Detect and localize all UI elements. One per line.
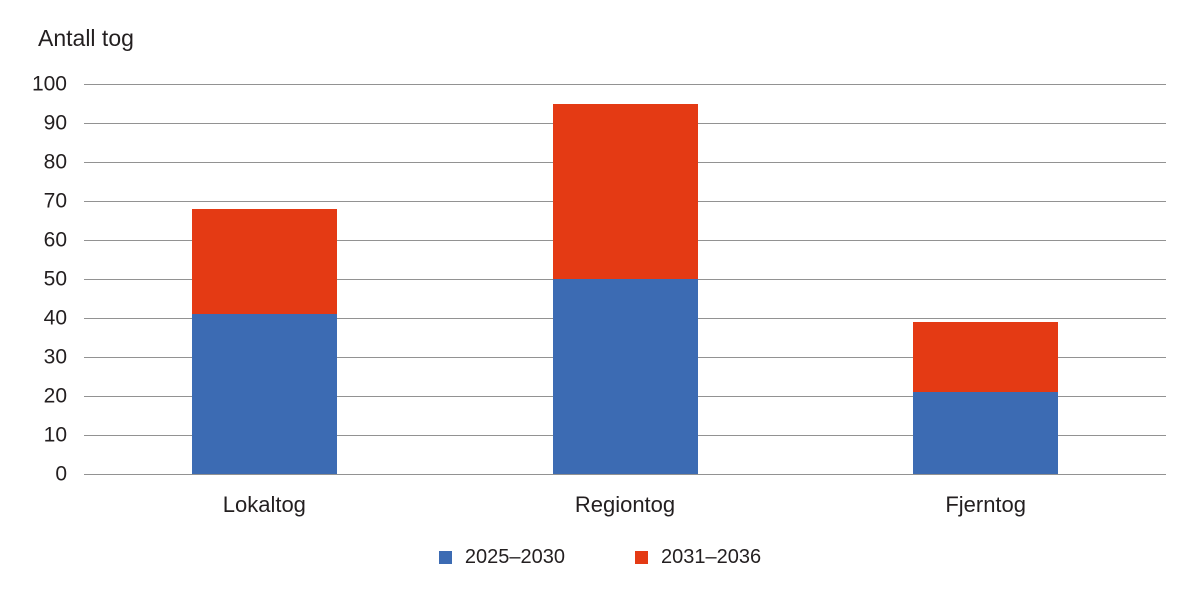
- legend-item-2025-2030: 2025–2030: [438, 546, 565, 569]
- bar-lokaltog-segment-2025–2030: [191, 314, 337, 474]
- y-tick-label-10: 10: [43, 423, 67, 447]
- bar-fjerntog: [913, 321, 1059, 474]
- gridline-100: [84, 83, 1166, 85]
- bar-lokaltog-segment-2031–2036: [191, 208, 337, 315]
- legend-swatch-blue-icon: [438, 551, 452, 564]
- bar-lokaltog: [191, 208, 337, 474]
- bar-regiontog-segment-2025–2030: [552, 279, 698, 474]
- bar-fjerntog-segment-2031–2036: [913, 321, 1059, 393]
- y-tick-label-90: 90: [43, 111, 67, 135]
- legend-swatch-red-icon: [635, 551, 648, 564]
- y-tick-label-60: 60: [43, 228, 67, 252]
- gridline-0: [84, 473, 1166, 475]
- legend-item-2031-2036: 2031–2036: [635, 546, 761, 569]
- y-tick-label-70: 70: [43, 189, 67, 213]
- y-axis-ticks: 0 10 20 30 40 50 60 70 80 90 100: [0, 74, 67, 485]
- y-tick-label-50: 50: [43, 267, 67, 291]
- y-tick-label-100: 100: [31, 72, 67, 96]
- y-tick-label-30: 30: [43, 345, 67, 369]
- plot-area: [84, 83, 1166, 475]
- legend-label-2031-2036: 2031–2036: [661, 546, 762, 568]
- x-axis-label-lokaltog: Lokaltog: [222, 492, 306, 517]
- legend-label-2025-2030: 2025–2030: [464, 546, 565, 568]
- y-tick-label-0: 0: [55, 462, 67, 486]
- x-axis-label-regiontog: Regiontog: [574, 492, 676, 517]
- bar-regiontog-segment-2031–2036: [552, 103, 698, 279]
- y-tick-label-40: 40: [43, 306, 67, 330]
- bar-regiontog: [552, 103, 698, 474]
- y-tick-label-80: 80: [43, 150, 67, 174]
- y-tick-label-20: 20: [43, 384, 67, 408]
- legend: 2025–2030 2031–2036: [0, 546, 1200, 569]
- bar-fjerntog-segment-2025–2030: [913, 392, 1059, 474]
- x-axis-labels: Lokaltog Regiontog Fjerntog: [84, 492, 1166, 518]
- y-axis-title: Antall tog: [38, 25, 134, 51]
- x-axis-label-fjerntog: Fjerntog: [945, 492, 1027, 517]
